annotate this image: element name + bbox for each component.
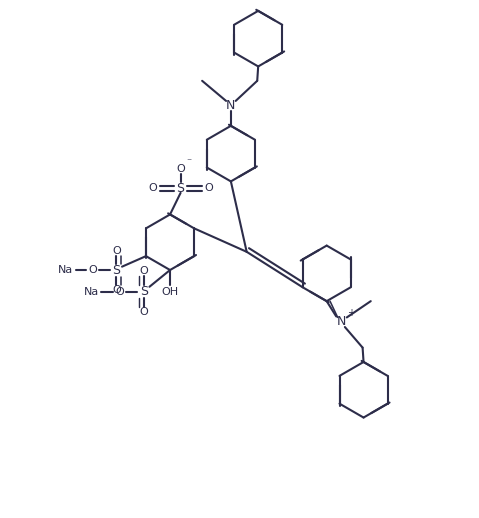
Text: O: O [112,285,121,295]
Text: O: O [204,183,213,193]
Text: O: O [112,247,121,256]
Text: O: O [139,266,148,277]
Text: Na: Na [84,286,100,297]
Text: N: N [336,315,346,328]
Text: S: S [112,264,120,277]
Text: O: O [176,164,185,174]
Text: O: O [148,183,157,193]
Text: +: + [347,308,354,318]
Text: S: S [177,182,184,195]
Text: ⁻: ⁻ [187,157,192,168]
Text: N: N [226,99,236,112]
Text: OH: OH [161,287,179,297]
Text: S: S [140,285,148,298]
Text: O: O [115,286,124,297]
Text: O: O [88,266,97,276]
Text: O: O [139,307,148,316]
Text: Na: Na [58,266,74,276]
